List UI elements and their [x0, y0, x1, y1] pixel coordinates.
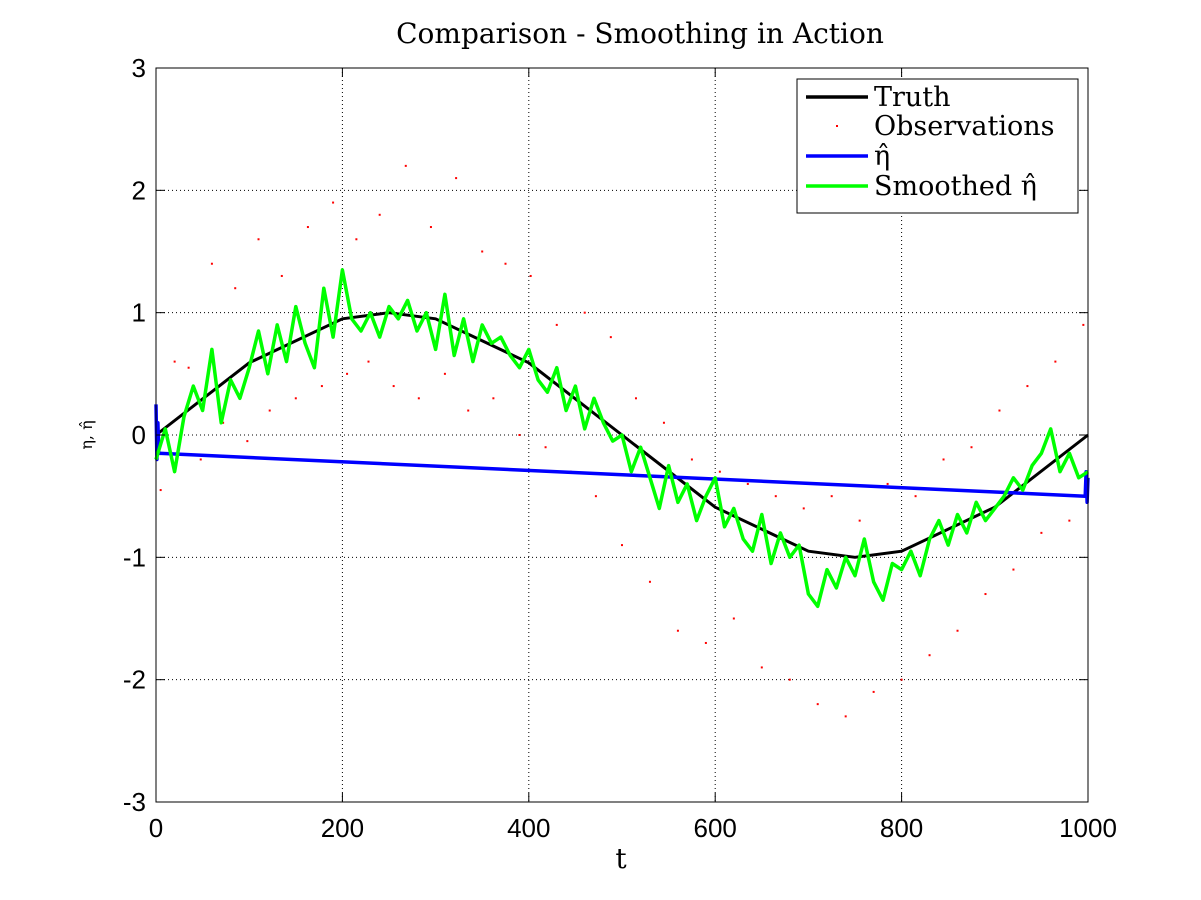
observation-point	[268, 409, 271, 412]
x-axis-label: t	[615, 842, 627, 875]
observation-point	[257, 238, 260, 241]
y-tick-label: -2	[123, 665, 146, 695]
observation-point	[858, 519, 861, 522]
observation-point	[504, 262, 507, 265]
observation-point	[998, 409, 1001, 412]
observation-point	[760, 666, 763, 669]
observation-point	[1026, 385, 1029, 388]
observation-point	[529, 274, 532, 277]
observation-point	[332, 201, 335, 204]
observation-point	[746, 482, 749, 485]
observation-point	[280, 274, 283, 277]
observation-point	[173, 360, 176, 363]
observation-point	[816, 703, 819, 706]
observation-point	[367, 360, 370, 363]
y-tick-label: -1	[123, 542, 146, 572]
y-tick-label: 3	[132, 53, 146, 83]
observation-point	[830, 495, 833, 498]
y-tick-label: 0	[132, 420, 146, 450]
observation-point	[704, 641, 707, 644]
observation-point	[246, 440, 249, 443]
x-tick-label: 400	[507, 813, 550, 843]
observation-point	[676, 629, 679, 632]
series-smoothed-line	[154, 268, 1089, 609]
legend-label: Truth	[874, 82, 951, 113]
observation-point	[956, 629, 959, 632]
observation-point	[774, 495, 777, 498]
observation-point	[443, 372, 446, 375]
observation-point	[984, 593, 987, 596]
observation-point	[222, 421, 225, 424]
observation-point	[621, 544, 623, 547]
observation-point	[378, 213, 381, 216]
observation-point	[718, 470, 721, 473]
legend-label: Observations	[874, 111, 1055, 142]
observation-point	[1068, 519, 1071, 522]
observation-point	[518, 434, 521, 436]
y-tick-label: 2	[132, 175, 146, 205]
observation-point	[662, 421, 665, 424]
observation-point	[234, 287, 237, 290]
observation-point	[1082, 323, 1085, 326]
observation-point	[609, 336, 612, 339]
observation-point	[594, 495, 597, 498]
x-tick-label: 800	[880, 813, 923, 843]
observation-point	[210, 262, 213, 265]
observation-point	[1054, 360, 1057, 363]
observation-point	[355, 238, 358, 241]
observation-point	[481, 250, 484, 253]
observation-point	[455, 177, 458, 180]
observation-point	[970, 446, 973, 449]
legend-label: η̂	[874, 141, 890, 172]
y-tick-label: 1	[132, 298, 146, 328]
observation-point	[900, 678, 903, 681]
observation-point	[306, 226, 309, 229]
observation-point	[320, 385, 323, 388]
observation-point	[429, 226, 432, 229]
observation-point	[544, 446, 547, 449]
observation-point	[1040, 531, 1043, 534]
series-observations	[159, 164, 1085, 718]
x-tick-label: 1000	[1059, 813, 1117, 843]
observation-point	[294, 397, 297, 400]
observation-point	[467, 409, 470, 412]
observation-point	[199, 458, 202, 461]
observation-point	[159, 489, 162, 492]
observation-point	[404, 164, 407, 167]
observation-point	[417, 397, 420, 400]
x-tick-label: 600	[694, 813, 737, 843]
observation-point	[788, 678, 791, 681]
y-tick-label: -3	[123, 787, 146, 817]
legend-box	[796, 78, 1079, 214]
observation-point	[648, 580, 651, 583]
observation-point	[928, 654, 931, 657]
observation-point	[187, 366, 190, 369]
y-axis-label: η, η̂	[77, 420, 96, 449]
observation-point	[583, 311, 586, 314]
series-layer	[154, 164, 1090, 718]
observation-point	[802, 507, 805, 510]
observation-point	[634, 397, 637, 400]
observation-point	[872, 690, 875, 693]
x-tick-label: 0	[149, 813, 163, 843]
legend-label: Smoothed η̂	[874, 171, 1037, 202]
observation-point	[392, 385, 395, 388]
observation-point	[1012, 568, 1015, 571]
x-tick-label: 200	[321, 813, 364, 843]
observation-point	[942, 458, 945, 461]
observation-point	[346, 372, 349, 375]
ticks: 0 200 400 600 800 1000 -3 -2 -1 0 1 2 3	[123, 53, 1117, 843]
observation-point	[914, 495, 917, 498]
observation-point	[492, 397, 495, 400]
observation-point	[886, 482, 889, 485]
observation-point	[555, 323, 558, 326]
legend-swatch	[836, 125, 838, 127]
chart-title: Comparison - Smoothing in Action	[396, 17, 884, 50]
observation-point	[732, 617, 735, 620]
observation-point	[844, 715, 847, 718]
observation-point	[690, 458, 693, 461]
